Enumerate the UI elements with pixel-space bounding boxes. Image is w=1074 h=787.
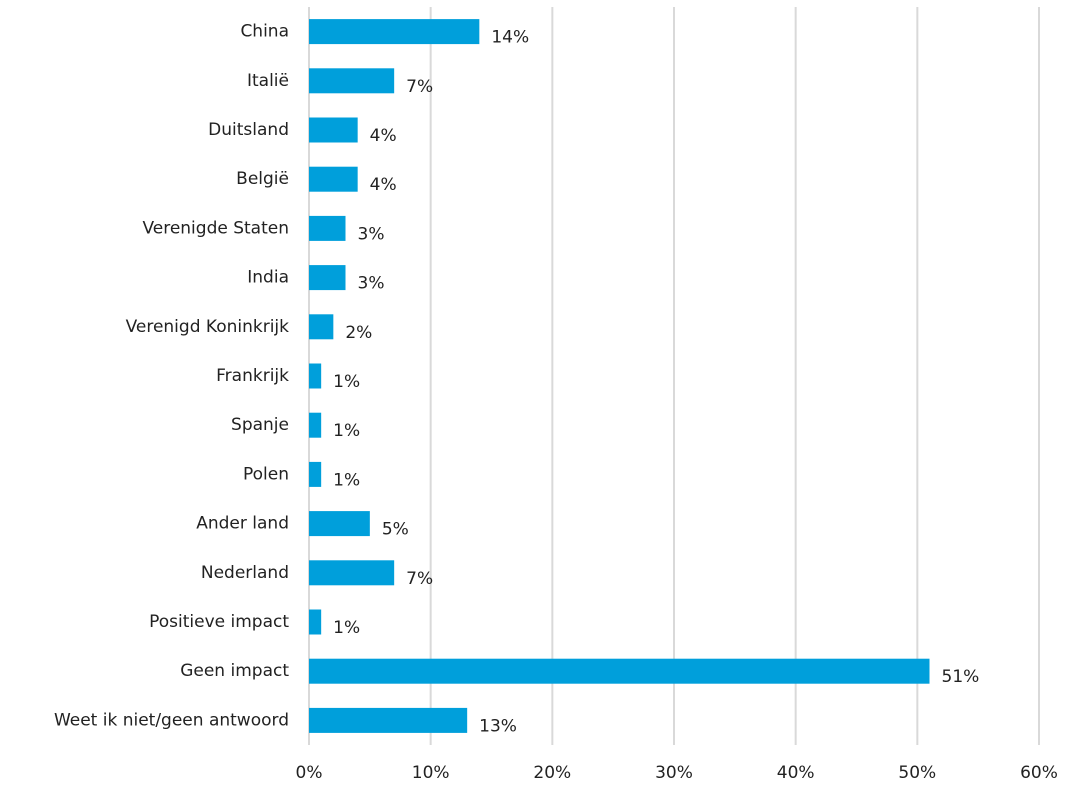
- y-tick-label: Duitsland: [208, 120, 289, 140]
- y-tick-label: Nederland: [201, 563, 289, 583]
- data-label: 7%: [406, 569, 433, 589]
- data-label: 1%: [333, 618, 360, 638]
- x-tick-label: 20%: [533, 763, 571, 783]
- bar: [309, 511, 370, 537]
- data-label: 13%: [479, 716, 517, 736]
- y-tick-label: Verenigd Koninkrijk: [126, 317, 290, 337]
- data-label: 1%: [333, 421, 360, 441]
- y-tick-label: Polen: [243, 464, 289, 484]
- bar: [309, 68, 395, 94]
- bar: [309, 363, 322, 389]
- bar: [309, 609, 322, 635]
- bar: [309, 314, 334, 340]
- data-label: 14%: [491, 28, 529, 48]
- x-tick-label: 0%: [296, 763, 323, 783]
- bar: [309, 707, 468, 733]
- data-label: 51%: [942, 667, 980, 687]
- y-tick-label: Italië: [247, 71, 289, 91]
- y-tick-label: Frankrijk: [216, 366, 289, 386]
- bar: [309, 265, 346, 291]
- y-tick-label: China: [240, 22, 289, 42]
- bar: [309, 166, 358, 192]
- data-label: 3%: [358, 224, 385, 244]
- y-tick-label: India: [247, 268, 289, 288]
- x-tick-label: 10%: [412, 763, 450, 783]
- bar: [309, 215, 346, 241]
- bar: [309, 560, 395, 586]
- bar: [309, 658, 930, 684]
- bar: [309, 461, 322, 487]
- x-tick-label: 50%: [898, 763, 936, 783]
- y-tick-label: Weet ik niet/geen antwoord: [54, 710, 289, 730]
- bar: [309, 19, 480, 45]
- y-tick-label: Geen impact: [180, 661, 289, 681]
- data-label: 4%: [370, 175, 397, 195]
- y-tick-label: Spanje: [231, 415, 289, 435]
- x-tick-label: 60%: [1020, 763, 1058, 783]
- y-tick-label: Verenigde Staten: [142, 218, 289, 238]
- bar: [309, 117, 358, 143]
- data-label: 2%: [345, 323, 372, 343]
- x-tick-label: 30%: [655, 763, 693, 783]
- data-label: 4%: [370, 126, 397, 146]
- data-label: 7%: [406, 77, 433, 97]
- data-label: 1%: [333, 470, 360, 490]
- y-tick-label: België: [236, 169, 289, 189]
- y-tick-label: Ander land: [196, 514, 289, 534]
- bar: [309, 412, 322, 438]
- data-label: 3%: [358, 274, 385, 294]
- y-tick-label: Positieve impact: [149, 612, 289, 632]
- x-tick-label: 40%: [777, 763, 815, 783]
- data-label: 5%: [382, 520, 409, 540]
- data-label: 1%: [333, 372, 360, 392]
